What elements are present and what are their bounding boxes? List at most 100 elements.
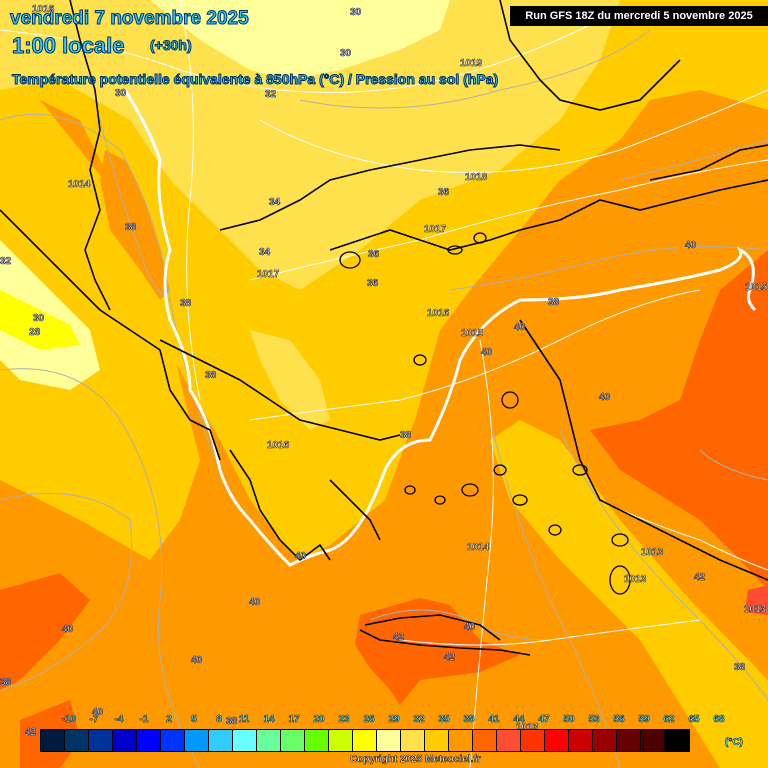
- pressure-label: 1013: [516, 722, 539, 734]
- coastlines: [0, 0, 768, 656]
- temperature-label: 34: [269, 197, 281, 209]
- legend-tick: 17: [288, 714, 300, 726]
- color-scale-swatch: [161, 730, 185, 751]
- legend-tick: 29: [388, 714, 400, 726]
- legend-tick: 38: [463, 714, 475, 726]
- pressure-label: 1016: [267, 440, 290, 452]
- legend-tick: -10: [61, 714, 77, 726]
- color-scale-swatch: [353, 730, 377, 751]
- legend-tick: 47: [538, 714, 550, 726]
- legend-tick: 68: [713, 714, 725, 726]
- color-scale-swatch: [641, 730, 665, 751]
- legend-tick: 53: [588, 714, 600, 726]
- temperature-label: 42: [694, 572, 706, 584]
- color-scale-swatch: [545, 730, 569, 751]
- color-scale-swatch: [329, 730, 353, 751]
- temperature-label: 40: [514, 322, 526, 334]
- pressure-label: 1013: [641, 547, 664, 559]
- legend-tick: 5: [191, 714, 197, 726]
- legend-tick: -4: [114, 714, 124, 726]
- parameter-title: Température potentielle équivalente à 85…: [11, 71, 499, 88]
- temperature-label: 40: [464, 622, 476, 634]
- temperature-label: 36: [438, 187, 450, 199]
- forecast-lead-time: (+30h): [150, 37, 193, 54]
- color-scale-swatch: [665, 730, 689, 751]
- temperature-label: 38: [180, 298, 192, 310]
- color-scale-swatch: [593, 730, 617, 751]
- temperature-label: 36: [367, 278, 379, 290]
- color-scale-swatch: [65, 730, 89, 751]
- color-scale-swatch: [137, 730, 161, 751]
- pressure-label: 1018: [465, 172, 488, 184]
- color-scale-swatch: [209, 730, 233, 751]
- legend-tick: 20: [313, 714, 325, 726]
- field-red-orange-cyprus: [745, 585, 768, 615]
- pressure-label: 1019: [460, 58, 483, 70]
- temperature-label: 40: [191, 655, 203, 667]
- legend-tick: 62: [663, 714, 675, 726]
- color-scale-swatch: [113, 730, 137, 751]
- temperature-label: 40: [249, 597, 261, 609]
- field-yellow-core: [0, 290, 80, 350]
- color-scale-swatch: [401, 730, 425, 751]
- color-scale-swatch: [281, 730, 305, 751]
- copyright: Copyright 2025 Meteociel.fr: [350, 754, 481, 766]
- temperature-label: 30: [33, 313, 45, 325]
- legend-tick: 59: [638, 714, 650, 726]
- forecast-time: 1:00 locale: [12, 33, 126, 59]
- legend-tick: 11: [238, 714, 250, 726]
- legend-tick: 35: [438, 714, 450, 726]
- color-scale-swatch: [449, 730, 473, 751]
- temperature-label: 30: [350, 7, 362, 19]
- legend-tick: 41: [488, 714, 500, 726]
- color-scale-swatch: [569, 730, 593, 751]
- run-info-banner: Run GFS 18Z du mercredi 5 novembre 2025: [510, 6, 768, 26]
- field-dark-orange-crete: [355, 598, 520, 705]
- temperature-label: 38: [734, 662, 746, 674]
- legend-tick: 32: [413, 714, 425, 726]
- temperature-label: 28: [29, 327, 41, 339]
- temperature-label: 30: [340, 48, 352, 60]
- color-scale-swatch: [521, 730, 545, 751]
- legend-unit: (°C): [725, 737, 743, 749]
- legend-tick: 26: [363, 714, 375, 726]
- color-scale-swatch: [41, 730, 65, 751]
- temperature-label: 38: [125, 222, 137, 234]
- field-dark-orange-southwest: [0, 573, 90, 690]
- temperature-label: 38: [548, 297, 560, 309]
- legend-tick: -1: [139, 714, 149, 726]
- field-gold-west: [0, 100, 200, 560]
- pressure-label: 1013: [744, 604, 767, 616]
- color-scale-swatch: [497, 730, 521, 751]
- color-scale-swatch: [617, 730, 641, 751]
- color-scale-swatch: [257, 730, 281, 751]
- islands: [339, 232, 631, 595]
- pressure-label: 1013: [624, 574, 647, 586]
- legend-tick: 44: [513, 714, 525, 726]
- legend-tick: 65: [688, 714, 700, 726]
- temperature-label: 40: [599, 392, 611, 404]
- temperature-label: 40: [685, 240, 697, 252]
- temperature-label: 38: [0, 677, 12, 689]
- temperature-label: 42: [444, 652, 456, 664]
- temperature-label: 40: [92, 707, 104, 719]
- isotherm-38-thick: [123, 89, 757, 567]
- temperature-label: 42: [25, 727, 37, 739]
- legend-tick: 14: [263, 714, 275, 726]
- color-scale-swatch: [377, 730, 401, 751]
- legend-tick: 2: [166, 714, 172, 726]
- pressure-label: 1016: [427, 308, 450, 320]
- temperature-label: 42: [393, 632, 405, 644]
- color-scale-swatch: [185, 730, 209, 751]
- temperature-label: 34: [259, 247, 271, 259]
- temperature-label: 38: [400, 430, 412, 442]
- pressure-label: 1015: [745, 282, 768, 294]
- pressure-label: 1017: [424, 224, 447, 236]
- temperature-label: 38: [205, 370, 217, 382]
- color-scale-swatch: [305, 730, 329, 751]
- pressure-label: 1015: [461, 328, 484, 340]
- forecast-date: vendredi 7 novembre 2025: [10, 8, 250, 30]
- temperature-label: 36: [368, 249, 380, 261]
